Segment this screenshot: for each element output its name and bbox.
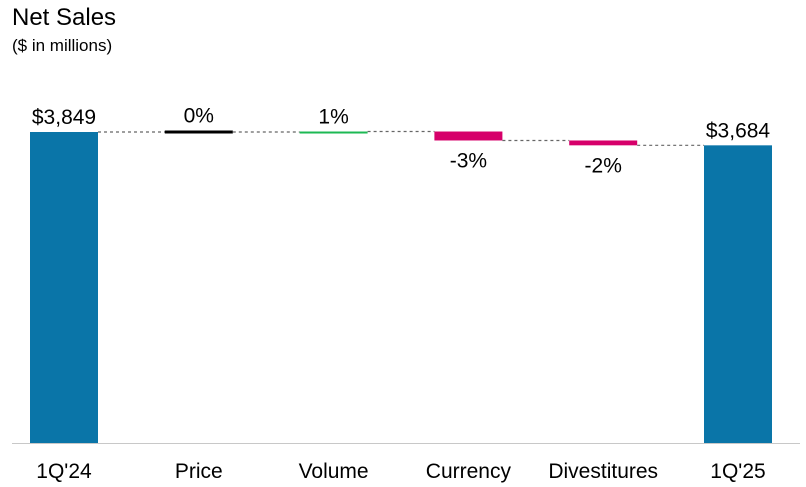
- bar-1q-25: [704, 145, 772, 443]
- chart-title: Net Sales: [12, 4, 117, 31]
- data-label: 1%: [318, 106, 348, 129]
- bar-currency: [434, 131, 503, 141]
- bar-divestitures: [569, 140, 638, 146]
- data-label: $3,849: [32, 106, 96, 129]
- chart-subtitle: ($ in millions): [12, 36, 113, 55]
- data-label: $3,684: [706, 119, 771, 142]
- category-label: Currency: [426, 460, 512, 483]
- category-label: 1Q'24: [36, 460, 92, 483]
- bar-volume: [299, 131, 368, 134]
- bar-price: [164, 130, 233, 134]
- bar-1q-24: [30, 132, 98, 443]
- category-label: Divestitures: [548, 460, 658, 483]
- category-label: Price: [175, 460, 223, 483]
- category-label: Volume: [299, 460, 369, 483]
- data-label: -2%: [585, 154, 622, 177]
- data-label: -3%: [450, 149, 487, 172]
- data-label: 0%: [184, 105, 214, 128]
- category-label: 1Q'25: [710, 460, 765, 483]
